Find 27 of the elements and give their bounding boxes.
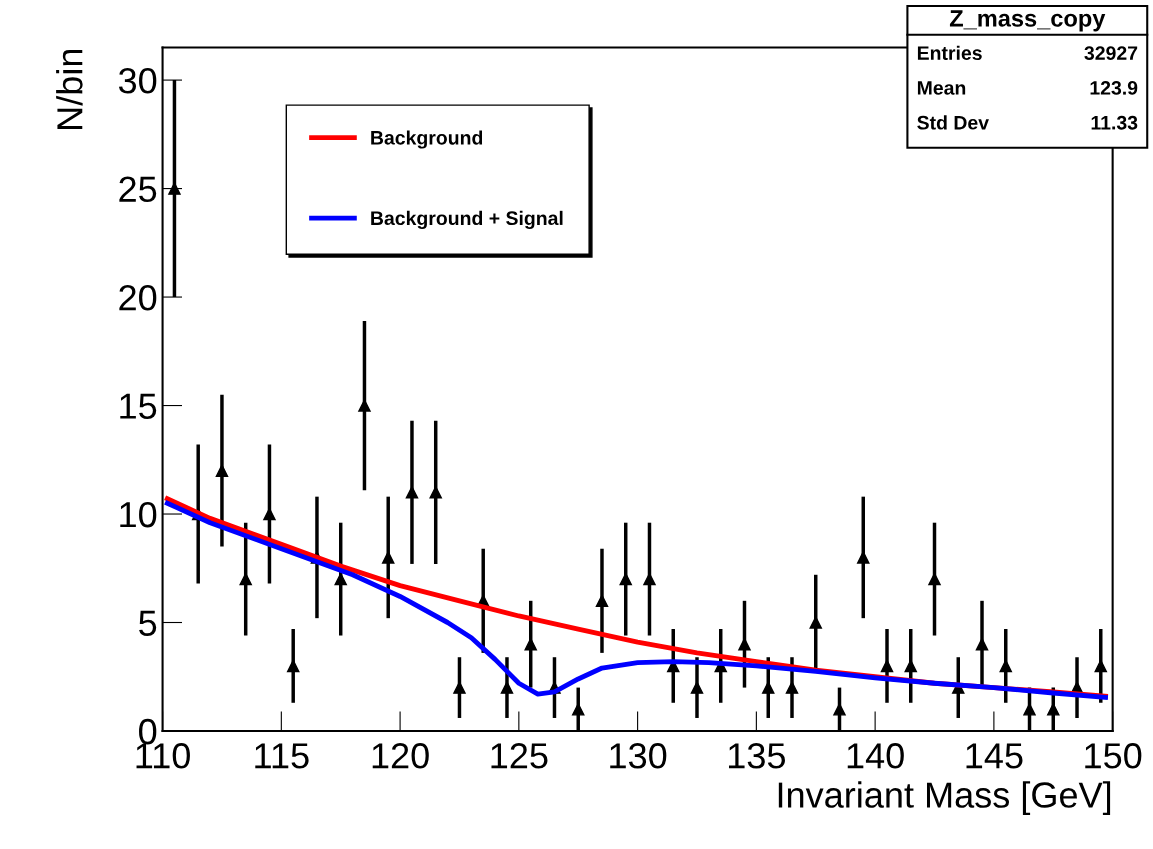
x-tick-label: 145 [966,743,1023,769]
x-tick-label: 115 [255,743,309,769]
text: Z_mass_copy [949,10,1106,32]
x-tick-label: 110 [136,743,190,769]
y-tick-label: 5 [139,610,157,636]
x-tick-label: 130 [610,743,667,769]
annotation: 11.33 [1091,115,1138,130]
x-axis-title: Invariant Mass [GeV] [778,781,1111,815]
y-axis-title: N/bin [56,49,83,129]
y-tick-label: 15 [120,393,157,419]
annotation: Std Dev [917,115,989,130]
y-tick-label: 10 [120,501,157,528]
y-tick-label: 30 [118,67,157,94]
y-tick-label: 0 [139,718,157,745]
annotation: Mean [917,81,966,95]
x-tick-label: 120 [372,743,429,769]
legend-label: Background + Signal [371,210,563,230]
x-tick-label: 140 [847,743,904,769]
x-tick-label: 150 [1085,743,1142,769]
x-tick-label: 135 [729,743,785,769]
y-tick-label: 20 [119,284,157,311]
annotation: 32927 [1084,46,1138,61]
x-tick-label: 125 [491,743,548,769]
annotation: Entries [917,45,982,60]
y-tick-label: 25 [119,176,157,203]
legend-label: Background [371,130,483,149]
annotation: 123.9 [1090,81,1138,95]
